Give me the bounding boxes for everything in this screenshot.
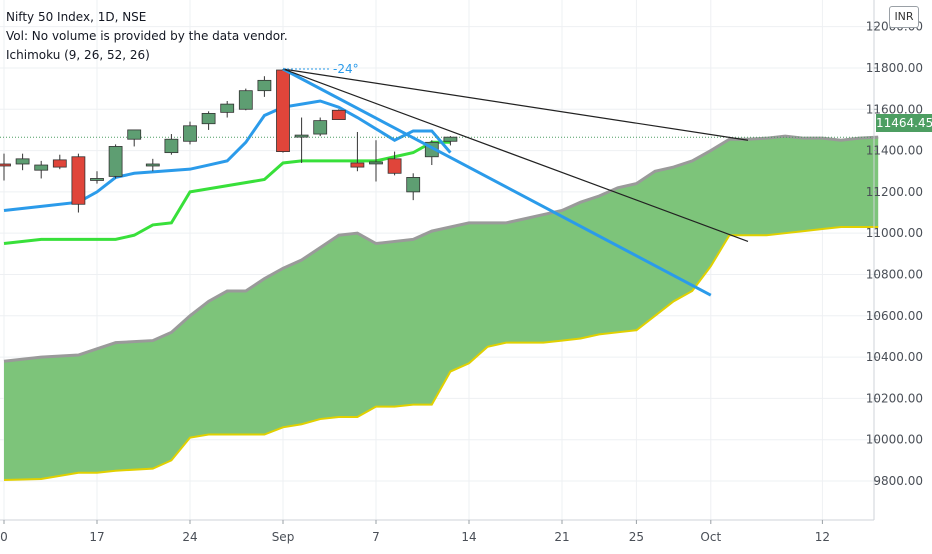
candle-body (34, 164, 49, 171)
cloud-fill (4, 136, 879, 480)
x-tick-label: 17 (89, 530, 104, 544)
y-tick-label: 11200.00 (866, 185, 923, 199)
candle-body (257, 79, 272, 92)
candle-body (201, 112, 216, 125)
x-tick-label: Oct (700, 530, 721, 544)
candle-body (0, 163, 11, 167)
tenkan-sen-line (3, 99, 452, 212)
candle-body (90, 178, 104, 181)
kijun-sen-line (3, 140, 451, 246)
x-tick-label: 24 (182, 530, 197, 544)
candle-body (294, 134, 309, 138)
x-tick-label: Sep (272, 530, 295, 544)
candle-body (387, 158, 402, 174)
y-tick-label: 9800.00 (873, 474, 923, 488)
y-tick-label: 10600.00 (866, 309, 923, 323)
x-tick-label: 7 (372, 530, 380, 544)
indicator-title[interactable]: Ichimoku (9, 26, 52, 26) (6, 48, 150, 62)
angle-label: -24° (333, 62, 359, 76)
y-tick-label: 10200.00 (866, 391, 923, 405)
candle-body (127, 129, 142, 140)
x-tick-label: 14 (461, 530, 476, 544)
candle-body (331, 109, 346, 120)
symbol-title[interactable]: Nifty 50 Index, 1D, NSE (6, 10, 147, 24)
indicator-lines (0, 99, 874, 246)
candle-body (15, 158, 30, 165)
y-tick-label: 10000.00 (866, 433, 923, 447)
y-tick-label: 10800.00 (866, 267, 923, 281)
senkou-span-b-line (3, 225, 879, 481)
y-tick-label: 11800.00 (866, 61, 923, 75)
chart-legend: Nifty 50 Index, 1D, NSE Vol: No volume i… (6, 8, 288, 65)
x-tick-label: 21 (554, 530, 569, 544)
candle-body (238, 90, 253, 110)
candle-body (183, 125, 197, 142)
y-tick-label: 11600.00 (866, 102, 923, 116)
candle-body (52, 159, 67, 168)
candle-body (164, 138, 179, 154)
candle-body (276, 69, 290, 153)
candle-body (71, 156, 86, 205)
ichimoku-cloud (3, 134, 879, 481)
candles (0, 68, 458, 213)
candle-body (145, 163, 160, 167)
trendline-black (282, 68, 749, 141)
candle-body (369, 161, 383, 165)
x-tick-label: 0 (0, 530, 8, 544)
trendline-blue (282, 67, 712, 297)
candle-body (108, 146, 123, 177)
currency-badge[interactable]: INR (889, 6, 919, 28)
candle-body (406, 177, 421, 193)
candle-body (350, 162, 365, 168)
last-price-label: 11464.45 (876, 114, 932, 132)
y-tick-label: 11400.00 (866, 144, 923, 158)
x-tick-label: 25 (629, 530, 644, 544)
volume-note: Vol: No volume is provided by the data v… (6, 29, 288, 43)
y-tick-label: 10400.00 (866, 350, 923, 364)
candle-body (313, 120, 328, 135)
trendlines[interactable]: -24° (282, 62, 749, 297)
y-tick-label: 11000.00 (866, 226, 923, 240)
trendline-black (282, 68, 749, 243)
candle-body (220, 103, 235, 113)
candle-body (443, 136, 458, 142)
x-tick-label: 12 (815, 530, 830, 544)
